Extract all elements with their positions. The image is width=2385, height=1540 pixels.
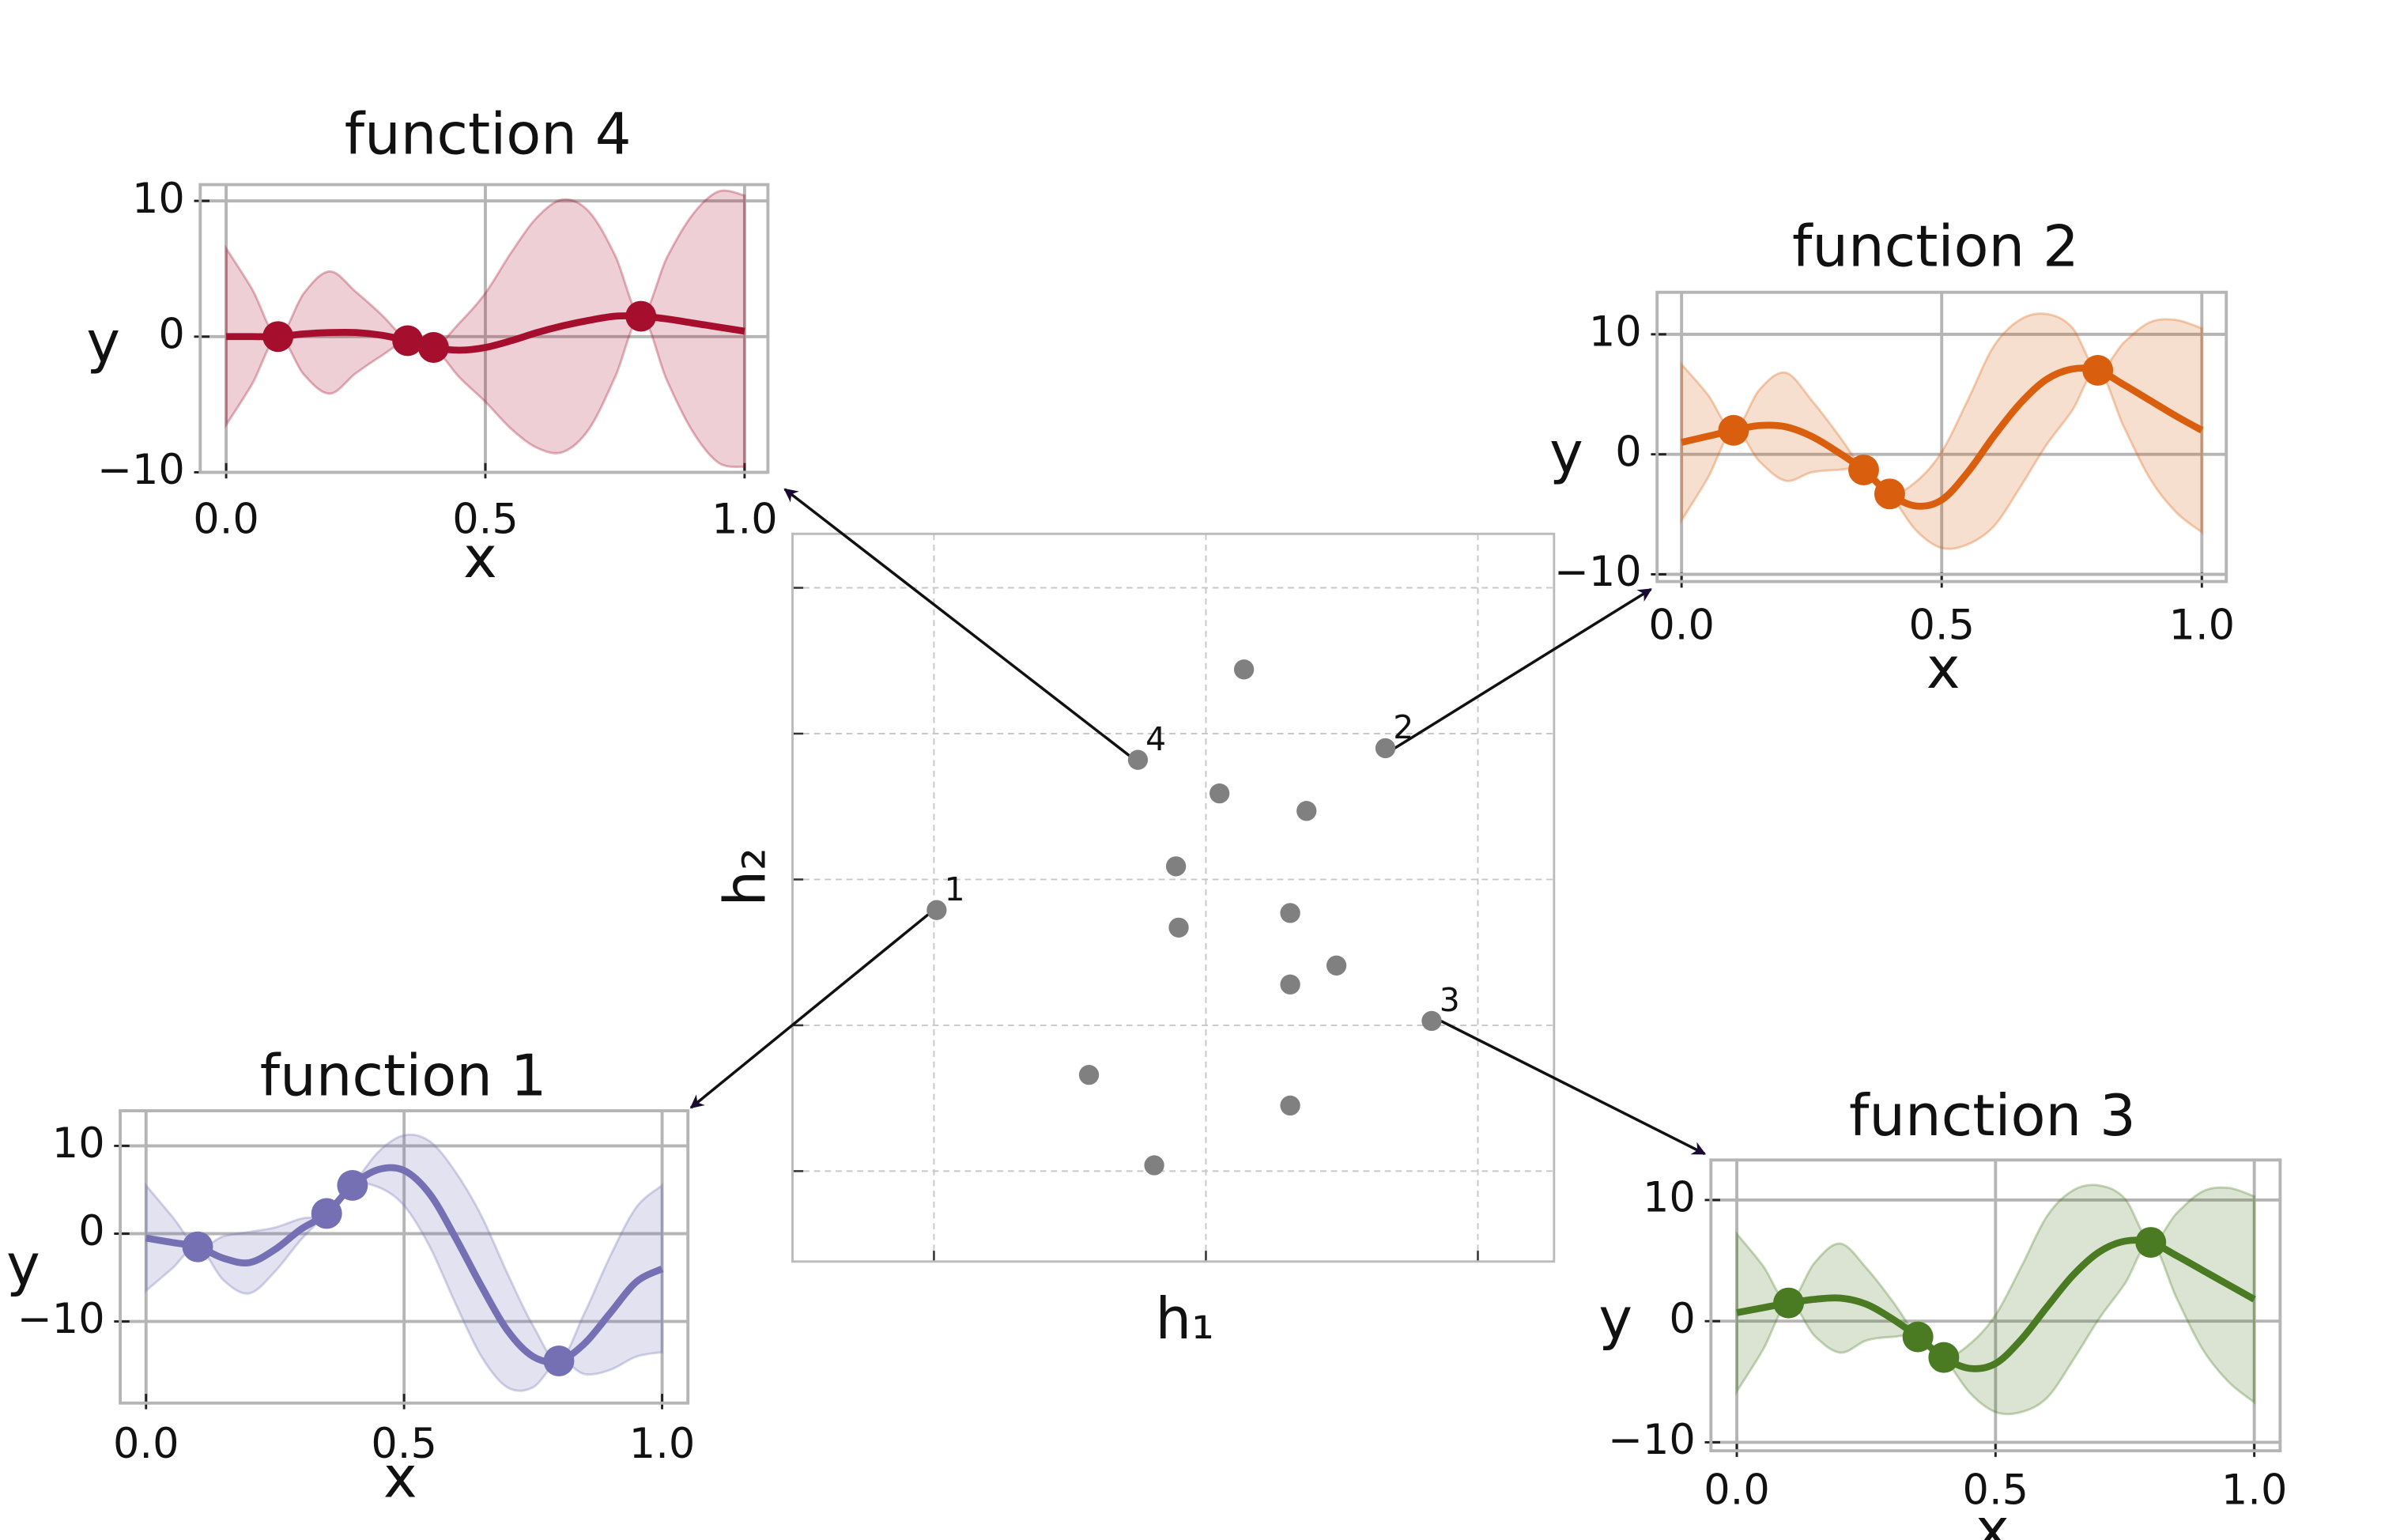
x-tick-label: 0.5 [371,1420,437,1468]
x-axis-label: x [1976,1497,2010,1540]
chart-panel: 4 2 1 3 h₁ h₂ [689,488,1707,1352]
x-tick-label: 0.0 [1648,602,1715,650]
observation [1718,414,1749,446]
y-tick-label: 10 [1643,1174,1696,1222]
point [1233,659,1255,680]
x-tick-label: 0.5 [1908,602,1975,650]
x-axis-label: x [463,524,497,591]
x-tick-label: 0.0 [113,1420,179,1468]
y-tick-label: 0 [1669,1295,1695,1343]
y-tick-label: 0 [158,310,184,358]
observation [337,1169,368,1201]
y-axis-label: h₂ [712,847,779,907]
point-label: 3 [1440,981,1460,1019]
point [1296,801,1317,821]
x-tick-label: 1.0 [629,1420,696,1468]
axes-frame [1709,1158,2282,1453]
arrow [1440,1019,1707,1156]
observation [1848,454,1879,485]
point-label: 1 [945,870,965,908]
y-axis-label: y [1549,419,1583,485]
observation [2082,354,2114,386]
y-tick-label: 0 [1615,428,1641,476]
observation [182,1231,213,1263]
chart-title: function 1 [260,1043,547,1109]
point [1280,974,1300,995]
observation [392,325,424,357]
x-tick-label: 1.0 [711,495,778,543]
point [1165,856,1187,877]
y-tick-label: −10 [97,446,185,494]
axes-frame [791,532,1556,1263]
chart-title: function 3 [1849,1082,2136,1149]
x-tick-label: 1.0 [2169,602,2236,650]
point [1168,917,1189,938]
point [1280,903,1300,923]
observation [1928,1342,1960,1373]
observation [543,1346,575,1376]
x-tick-label: 0.0 [1704,1466,1770,1514]
observation [262,321,294,353]
axes-frame [1655,290,2228,583]
point [1127,749,1149,770]
point [1078,1064,1100,1085]
x-axis-label: h₁ [1156,1285,1215,1352]
chart-panel: 0.0 0.5 1.0 −10 0 10 function 4 x y [86,101,777,591]
chart-panel: 0.0 0.5 1.0 −10 0 10 function 1 x y [6,1043,695,1511]
point [1209,783,1230,804]
point [1280,1095,1300,1116]
observation [1874,478,1905,510]
arrow [783,488,1136,761]
x-tick-label: 0.5 [1963,1466,2029,1514]
y-tick-label: 10 [52,1119,105,1168]
y-tick-label: 0 [78,1207,104,1255]
y-axis-label: y [86,308,120,375]
axes-frame [119,1109,690,1405]
observation [625,300,657,332]
x-tick-label: 0.5 [452,495,519,543]
observation [1773,1287,1804,1319]
chart-title: function 4 [345,101,632,168]
x-tick-label: 1.0 [2221,1466,2288,1514]
point [926,900,947,920]
mean-line [1736,1236,2256,1372]
point-label: 4 [1145,720,1166,758]
y-tick-label: −10 [1608,1416,1696,1464]
observation [1902,1321,1934,1353]
observation [417,332,449,363]
axes-frame [198,183,770,474]
arrow [1394,587,1652,749]
x-axis-label: x [383,1444,417,1511]
y-tick-label: −10 [1554,548,1642,596]
y-axis-label: y [6,1232,40,1298]
y-tick-label: 10 [1589,308,1642,357]
mean-line [1681,364,2204,510]
point [1375,738,1396,759]
chart-panel: 0.0 0.5 1.0 −10 0 10 function 3 x y [1598,1082,2287,1540]
mean-line [226,312,745,354]
y-tick-label: 10 [132,175,185,223]
mean-line [145,1164,664,1366]
arrow [689,908,935,1109]
point-label: 2 [1393,708,1413,746]
point [1421,1010,1442,1032]
x-tick-label: 0.0 [193,495,259,543]
x-axis-label: x [1926,635,1960,701]
observation [311,1198,342,1229]
y-axis-label: y [1598,1285,1632,1352]
chart-panel: 0.0 0.5 1.0 −10 0 10 function 2 x y [1549,213,2235,701]
observation [2135,1227,2167,1258]
point [1326,955,1347,976]
chart-title: function 2 [1792,213,2079,280]
point [1144,1155,1164,1176]
y-tick-label: −10 [17,1295,105,1343]
